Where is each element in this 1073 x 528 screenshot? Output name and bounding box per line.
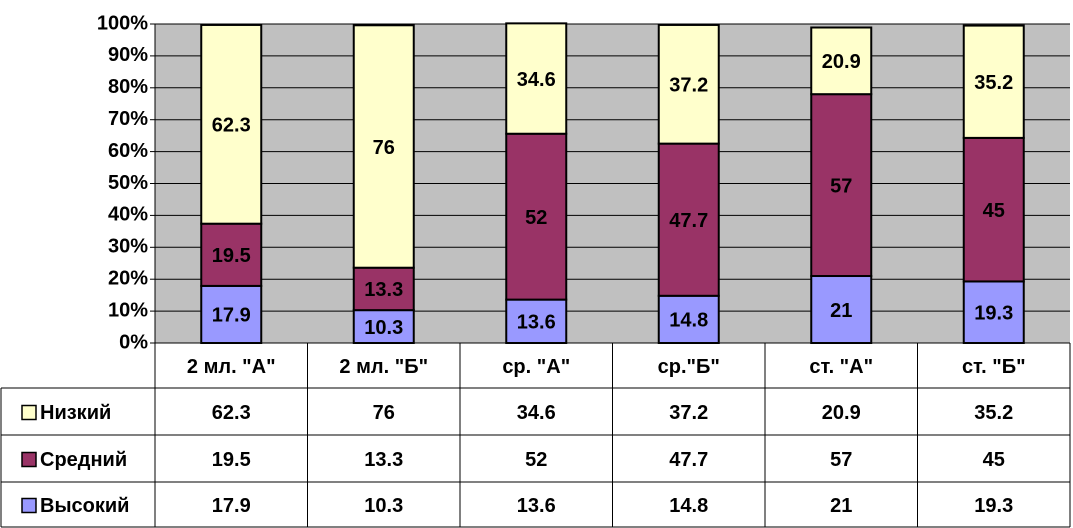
table-cell: 19.5 [212,449,251,471]
legend-key [21,497,37,514]
y-tick-label: 20% [108,267,148,289]
y-tick-label: 30% [108,236,148,258]
table-cell: 45 [983,449,1005,471]
data-label: 52 [525,207,547,229]
table-cell: 20.9 [822,402,861,424]
data-label: 21 [830,300,852,322]
data-label: 35.2 [974,72,1013,94]
data-label: 10.3 [364,317,403,339]
bar-segment [810,26,873,96]
table-cell: 34.6 [517,402,556,424]
x-tick-label: 2 мл. "А" [187,356,276,378]
data-label: 20.9 [822,51,861,73]
legend-label: Низкий [40,402,111,424]
y-tick-label: 40% [108,204,148,226]
table-cell: 10.3 [364,495,403,517]
legend-key [21,451,37,468]
data-label: 13.6 [517,312,556,334]
table-cell: 62.3 [212,402,251,424]
table-cell: 14.8 [669,495,708,517]
data-label: 76 [373,137,395,159]
data-label: 14.8 [669,310,708,332]
y-tick-label: 70% [108,108,148,130]
bar-segment [962,136,1025,283]
table-cell: 19.3 [974,495,1013,517]
data-label: 34.6 [517,69,556,91]
bar-segment [352,266,415,312]
data-label: 17.9 [212,305,251,327]
y-tick-label: 10% [108,299,148,321]
table-cell: 13.3 [364,449,403,471]
bar-segment [352,309,415,345]
bar-segment [200,222,263,287]
data-label: 57 [830,175,852,197]
y-tick-label: 90% [108,44,148,66]
x-tick-label: ст. "Б" [962,356,1026,378]
legend-label: Высокий [40,495,129,517]
bar-segment [657,142,720,297]
table-cell: 35.2 [974,402,1013,424]
bar-segment [962,24,1025,139]
x-tick-label: 2 мл. "Б" [339,356,428,378]
x-tick-label: ст. "А" [809,356,873,378]
data-label: 47.7 [669,210,708,232]
data-label: 13.3 [364,279,403,301]
bar-segment [352,24,415,269]
x-tick-label: ср."Б" [658,356,720,378]
data-label: 45 [983,200,1005,222]
y-tick-label: 0% [119,331,148,353]
data-label: 19.3 [974,302,1013,324]
table-cell: 52 [525,449,547,471]
bar-segment [657,23,720,145]
bar-segment [810,93,873,278]
y-tick-label: 60% [108,140,148,162]
table-cell: 21 [830,495,852,517]
table-cell: 13.6 [517,495,556,517]
bar-segment [505,22,568,135]
table-cell: 37.2 [669,402,708,424]
data-label: 37.2 [669,75,708,97]
bar-segment [657,294,720,344]
data-label: 62.3 [212,115,251,137]
table-cell: 57 [830,449,852,471]
table-cell: 76 [373,402,395,424]
table-cell: 17.9 [212,495,251,517]
x-tick-label: ср. "А" [502,356,570,378]
y-tick-label: 50% [108,172,148,194]
bar-segment [810,275,873,345]
y-tick-label: 100% [97,12,148,34]
legend-key [21,404,37,421]
table-cell: 47.7 [669,449,708,471]
bar-segment [200,23,263,225]
y-tick-label: 80% [108,76,148,98]
legend-label: Средний [40,449,127,471]
data-label: 19.5 [212,245,251,267]
